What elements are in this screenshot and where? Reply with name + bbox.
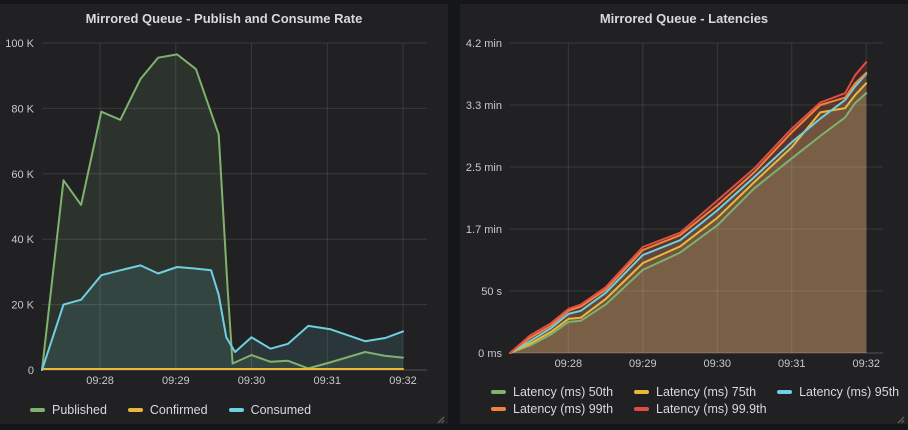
series-latency-ms-99-9th-line [509, 61, 868, 354]
legend-label: Latency (ms) 95th [799, 385, 900, 399]
x-tick-label: 09:29 [162, 375, 190, 387]
y-tick-label: 100 K [5, 38, 34, 50]
y-tick-label: 40 K [11, 234, 34, 246]
x-tick-label: 09:31 [778, 358, 806, 370]
resize-grip-icon[interactable] [895, 411, 905, 424]
series-latency-ms-99th-fill [510, 72, 867, 354]
x-tick-label: 09:30 [238, 375, 266, 387]
legend-swatch-icon [777, 390, 793, 394]
panel-publish-consume-rate: Mirrored Queue - Publish and Consume Rat… [0, 4, 448, 424]
legend-latencies: Latency (ms) 50th Latency (ms) 75th Latenc… [491, 385, 899, 416]
y-tick-label: 0 ms [478, 348, 502, 360]
y-tick-label: 50 s [481, 286, 502, 298]
legend-item-confirmed[interactable]: Confirmed [127, 403, 208, 417]
y-tick-label: 4.2 min [466, 38, 502, 50]
legend-swatch-icon [634, 407, 650, 411]
legend-item-latency-ms-50th[interactable]: Latency (ms) 50th [491, 385, 613, 399]
chart-latencies: 0 ms 50 s 1.7 min 2.5 min 3.3 min 4.2 min 09:2… [466, 38, 883, 370]
chart-publish-consume-rate: 0 20 K 40 K 60 K 80 K 100 K 09:28 09:29 09:30 09:… [5, 38, 427, 387]
series-published-line [41, 53, 404, 371]
legend-swatch-icon [634, 390, 650, 394]
series-latency-ms-95th-line [509, 73, 868, 354]
series-latency-ms-75th-fill [510, 83, 867, 354]
legend-swatch-icon [491, 390, 506, 394]
legend-swatch-icon [228, 408, 244, 412]
series-latency-ms-99th-line [509, 71, 868, 354]
series-consumed-line [41, 264, 404, 371]
panel-latencies: Mirrored Queue - Latencies 0 ms 50 s 1.7 m… [460, 4, 908, 424]
legend-item-latency-ms-95th[interactable]: Latency (ms) 95th [777, 385, 899, 399]
panel-title-latencies[interactable]: Mirrored Queue - Latencies [599, 11, 769, 26]
legend-label: Latency (ms) 99th [513, 402, 614, 416]
legend-publish-consume-rate: Published Confirmed Consumed [30, 403, 311, 417]
x-tick-label: 09:28 [555, 358, 583, 370]
legend-label: Consumed [250, 403, 312, 417]
x-tick-label: 09:29 [629, 358, 657, 370]
y-tick-label: 20 K [11, 300, 34, 312]
legend-label: Latency (ms) 75th [656, 385, 757, 399]
y-tick-label: 1.7 min [466, 224, 502, 236]
legend-item-latency-ms-99-9th[interactable]: Latency (ms) 99.9th [634, 402, 767, 416]
x-tick-label: 09:32 [389, 375, 417, 387]
legend-label: Published [52, 403, 107, 417]
series-latency-ms-95th-fill [510, 74, 867, 353]
series-latency-ms-50th-fill [510, 93, 867, 353]
legend-label: Latency (ms) 99.9th [656, 402, 767, 416]
legend-item-published[interactable]: Published [30, 403, 107, 417]
y-tick-label: 2.5 min [466, 162, 502, 174]
x-tick-label: 09:31 [314, 375, 342, 387]
y-tick-label: 80 K [11, 103, 34, 115]
legend-label: Confirmed [149, 403, 208, 417]
series-latency-ms-50th-line [509, 92, 868, 354]
legend-item-latency-ms-99th[interactable]: Latency (ms) 99th [491, 402, 613, 416]
legend-item-consumed[interactable]: Consumed [228, 403, 312, 417]
legend-row: Published Confirmed Consumed [30, 403, 311, 417]
x-tick-label: 09:30 [704, 358, 732, 370]
legend-row: Latency (ms) 99th Latency (ms) 99.9th [491, 402, 899, 416]
series-latency-ms-99-9th-fill [510, 62, 867, 353]
x-tick-label: 09:28 [86, 375, 114, 387]
y-tick-label: 0 [28, 365, 34, 377]
legend-swatch-icon [491, 407, 506, 411]
legend-item-latency-ms-75th[interactable]: Latency (ms) 75th [634, 385, 756, 399]
legend-row: Latency (ms) 50th Latency (ms) 75th Latenc… [491, 385, 899, 399]
series-latency-ms-75th-line [509, 82, 868, 354]
legend-label: Latency (ms) 50th [513, 385, 614, 399]
y-tick-label: 60 K [11, 169, 34, 181]
y-tick-label: 3.3 min [466, 100, 502, 112]
panel-title-publish-consume-rate[interactable]: Mirrored Queue - Publish and Consume Rat… [85, 11, 363, 26]
x-tick-label: 09:32 [852, 358, 880, 370]
resize-grip-icon[interactable] [435, 411, 445, 424]
legend-swatch-icon [30, 408, 45, 412]
legend-swatch-icon [127, 408, 143, 412]
